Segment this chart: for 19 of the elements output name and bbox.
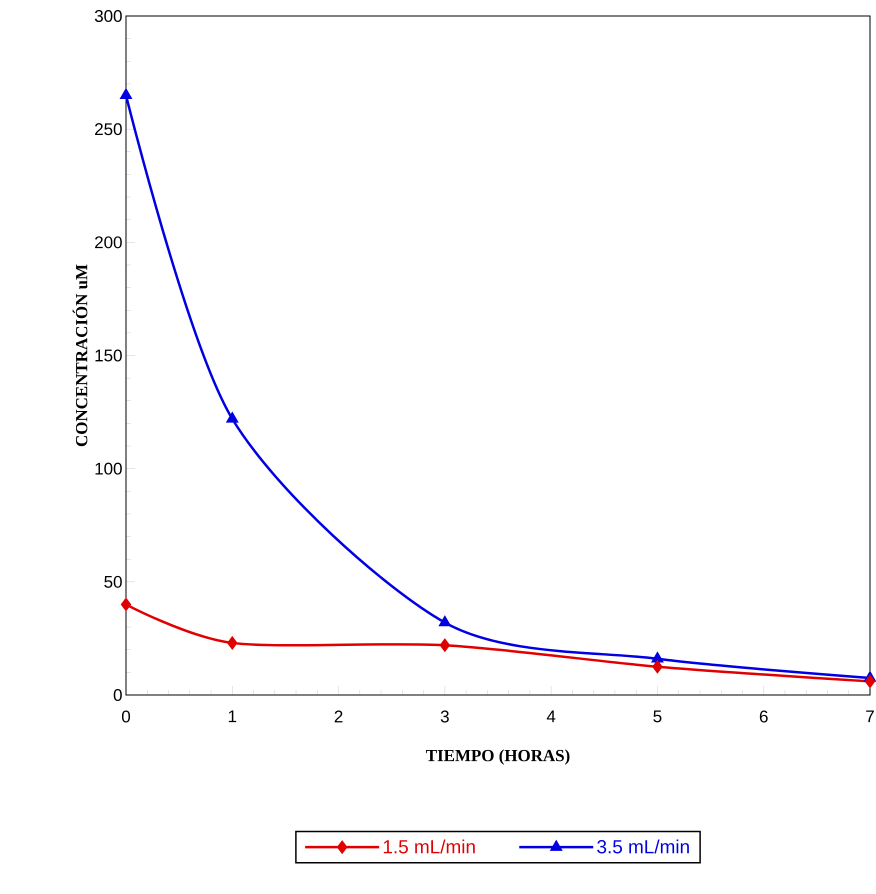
x-axis-title: TIEMPO (HORAS) — [426, 749, 570, 765]
legend-label: 1.5 mL/min — [384, 840, 475, 854]
y-tick-label: 200 — [95, 236, 122, 248]
y-tick-label: 300 — [94, 10, 122, 22]
x-tick-label: 3 — [440, 710, 449, 723]
x-tick-label: 2 — [334, 710, 342, 722]
x-tick-label: 4 — [546, 710, 556, 722]
x-tick-label: 1 — [228, 710, 236, 722]
y-axis-title: CONCENTRACIÓN uM — [72, 264, 88, 446]
legend-label: 3.5 mL/min — [597, 840, 689, 854]
y-tick-label: 250 — [95, 123, 122, 136]
x-tick-label: 7 — [866, 710, 874, 722]
y-tick-label: 0 — [114, 689, 122, 701]
x-tick-label: 0 — [122, 710, 130, 723]
x-tick-label: 6 — [760, 710, 768, 723]
y-tick-label: 50 — [104, 576, 122, 588]
y-tick-label: 150 — [96, 349, 122, 362]
x-tick-label: 5 — [653, 710, 662, 722]
y-tick-label: 100 — [96, 462, 122, 475]
